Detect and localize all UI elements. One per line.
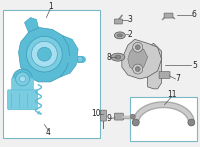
Polygon shape (25, 17, 38, 32)
Circle shape (130, 114, 135, 119)
FancyBboxPatch shape (114, 19, 122, 24)
Circle shape (13, 69, 32, 89)
FancyBboxPatch shape (100, 110, 106, 121)
Text: 2: 2 (127, 30, 132, 39)
Ellipse shape (111, 53, 125, 61)
Circle shape (135, 67, 140, 72)
Circle shape (135, 45, 140, 50)
Polygon shape (148, 43, 162, 89)
Text: 7: 7 (175, 74, 180, 83)
FancyBboxPatch shape (159, 72, 170, 78)
Circle shape (133, 64, 143, 74)
Text: 1: 1 (48, 2, 53, 11)
Circle shape (37, 47, 51, 61)
FancyBboxPatch shape (3, 10, 100, 138)
Circle shape (132, 119, 139, 126)
Text: 11: 11 (167, 90, 176, 99)
Polygon shape (60, 35, 78, 77)
FancyBboxPatch shape (114, 113, 123, 120)
Text: 6: 6 (192, 10, 197, 19)
Circle shape (27, 36, 62, 72)
FancyBboxPatch shape (130, 97, 197, 141)
FancyBboxPatch shape (12, 78, 33, 93)
Ellipse shape (115, 55, 121, 59)
FancyBboxPatch shape (8, 90, 37, 110)
Text: 3: 3 (127, 15, 132, 24)
Text: 9: 9 (106, 114, 111, 123)
Ellipse shape (117, 34, 122, 37)
Circle shape (20, 76, 26, 82)
Text: 5: 5 (192, 61, 197, 70)
Circle shape (188, 119, 195, 126)
Circle shape (16, 72, 29, 86)
Polygon shape (128, 47, 148, 71)
Circle shape (77, 56, 83, 62)
Text: 4: 4 (46, 128, 51, 137)
Circle shape (133, 42, 143, 52)
FancyBboxPatch shape (164, 13, 173, 18)
Ellipse shape (114, 32, 125, 39)
Polygon shape (19, 27, 70, 82)
Circle shape (31, 41, 57, 67)
Polygon shape (122, 39, 162, 79)
Text: 10: 10 (91, 109, 101, 118)
Text: 8: 8 (107, 53, 111, 62)
